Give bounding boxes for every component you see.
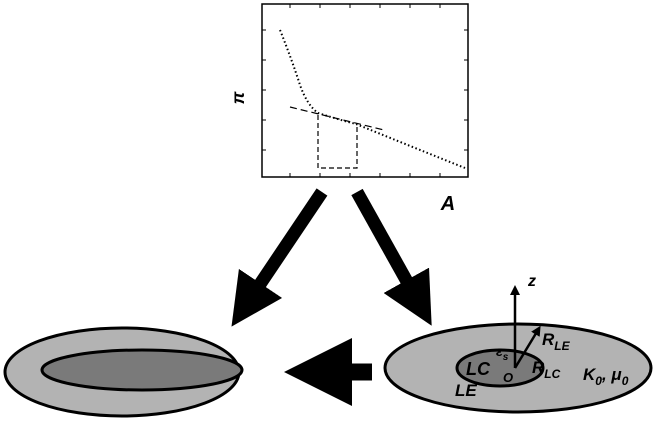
- arrow-left: [246, 192, 322, 305]
- diagram: π A z RLE LC εs O RLC K0, μ0 LE: [0, 0, 653, 422]
- arrow-right: [357, 192, 419, 303]
- label-sub: s: [503, 352, 509, 363]
- y-label: π: [228, 91, 248, 104]
- origin-label: O: [503, 370, 513, 385]
- label-sub: 0: [622, 374, 629, 388]
- inner-phase: [42, 350, 242, 390]
- x-label: A: [440, 193, 455, 215]
- le-label: LE: [455, 381, 477, 400]
- label-main: R: [532, 358, 545, 377]
- label-sub: LE: [554, 339, 570, 353]
- label-sub: LC: [544, 367, 560, 381]
- label-sep: ,: [601, 365, 611, 384]
- label-main: R: [542, 330, 555, 349]
- lc-label: LC: [466, 359, 491, 379]
- z-label: z: [527, 273, 536, 290]
- plot-frame: [262, 4, 468, 177]
- label-main: μ: [610, 365, 622, 384]
